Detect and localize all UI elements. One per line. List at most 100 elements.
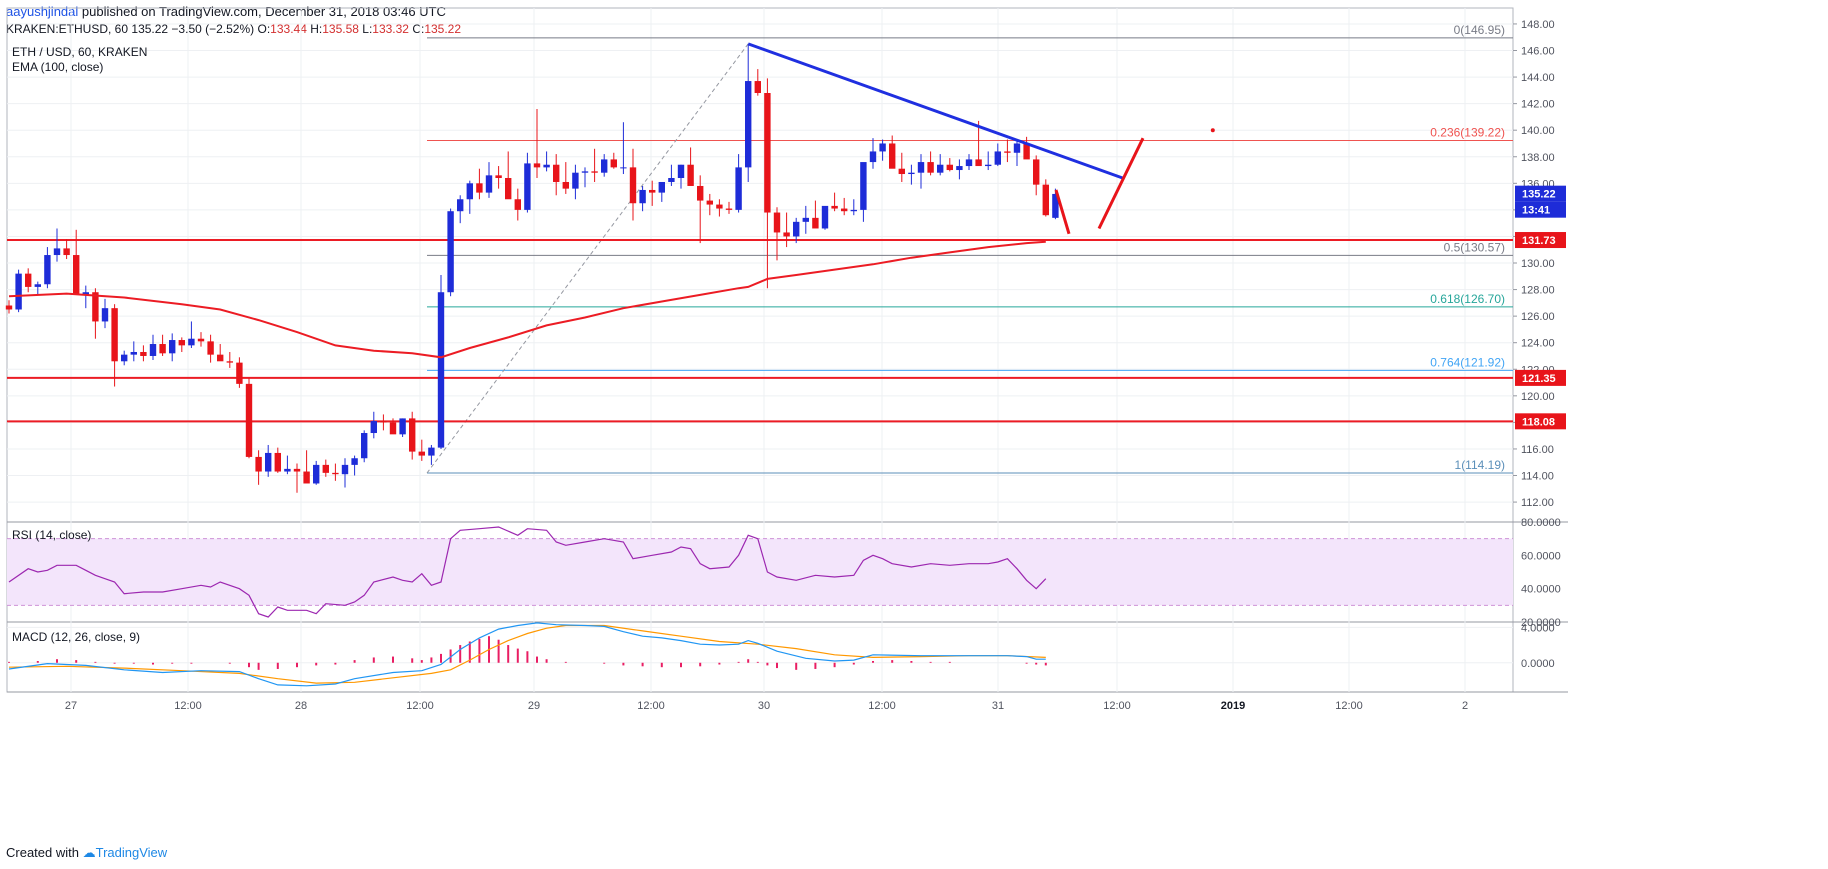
candle-down	[197, 338, 205, 342]
candle-up	[82, 292, 89, 295]
candle-up	[351, 458, 358, 465]
macd-title: MACD (12, 26, close, 9)	[12, 630, 140, 644]
candle-down	[697, 185, 704, 201]
y-tick-label: 144.00	[1521, 72, 1555, 84]
candle-down	[783, 232, 790, 237]
candle-down	[505, 178, 512, 200]
rsi-line	[8, 526, 1047, 618]
candle-down	[687, 164, 694, 186]
candle-down	[889, 143, 896, 169]
x-tick-label: 2019	[1221, 700, 1245, 712]
fib-level-label: 1(114.19)	[1455, 458, 1505, 472]
candle-up	[581, 171, 589, 173]
level-price-tag-bg	[1515, 413, 1566, 430]
tradingview-brand[interactable]: TradingView	[95, 845, 168, 860]
chart-title: ETH / USD, 60, KRAKEN	[12, 45, 147, 59]
y-tick-label: 120.00	[1521, 391, 1555, 403]
candle-down	[927, 162, 934, 173]
candle-up	[370, 421, 377, 434]
candle-down	[553, 164, 560, 182]
x-tick-label: 12:00	[174, 700, 202, 712]
candle-up	[466, 183, 473, 200]
candle-up	[265, 452, 272, 472]
open-label: O:	[257, 22, 271, 36]
level-price-tag: 121.35	[1522, 373, 1556, 385]
fib-level-label: 0.764(121.92)	[1430, 355, 1505, 369]
fib-level-label: 0.5(130.57)	[1444, 240, 1505, 254]
countdown-tag: 13:41	[1522, 205, 1550, 217]
candle-up	[399, 418, 406, 435]
close-value: 135.22	[424, 22, 462, 36]
candle-down	[812, 217, 819, 229]
symbol-line: KRAKEN:ETHUSD, 60	[6, 22, 129, 36]
low-value: 133.32	[372, 22, 409, 36]
candle-up	[437, 292, 445, 448]
candle-down	[841, 208, 848, 212]
tradingview-logo-icon: ☁	[82, 845, 96, 860]
candle-up	[937, 164, 944, 173]
rsi-tick-label: 60.0000	[1521, 550, 1561, 562]
price-tags: 135.22 13:41 131.73 121.35 118.08	[1515, 185, 1566, 430]
x-tick-label: 12:00	[1103, 700, 1131, 712]
fib-anchor-line	[426, 43, 749, 474]
projection-up-stroke	[1097, 137, 1145, 230]
candle-up	[860, 162, 867, 210]
rsi-tick-label: 40.0000	[1521, 584, 1561, 596]
candle-down	[562, 181, 569, 189]
candle-down	[773, 212, 781, 233]
candle-down	[255, 456, 262, 472]
candle-up	[994, 151, 1001, 165]
level-price-tag-bg	[1515, 369, 1566, 386]
y-tick-label: 146.00	[1521, 46, 1555, 58]
candles	[5, 43, 1059, 493]
candle-up	[793, 221, 800, 237]
candle-down	[178, 340, 185, 346]
countdown-tag-bg	[1515, 201, 1566, 218]
candle-up	[821, 205, 829, 229]
y-tick-label: 138.00	[1521, 152, 1555, 164]
candle-up	[572, 172, 579, 189]
macd-signal-line	[8, 624, 1046, 684]
candle-down	[293, 468, 301, 472]
candle-down	[245, 383, 253, 457]
footer: Created with ☁TradingView	[6, 845, 167, 861]
x-tick-label: 27	[65, 700, 77, 712]
candle-up	[34, 284, 41, 287]
high-label: H:	[310, 22, 323, 36]
candle-down	[898, 168, 905, 175]
candle-down	[754, 81, 761, 94]
rsi-title: RSI (14, close)	[12, 528, 91, 542]
candle-up	[130, 351, 137, 355]
candle-down	[63, 248, 70, 256]
candle-down	[322, 464, 329, 473]
candle-down	[946, 164, 953, 171]
candle-up	[620, 167, 627, 169]
candle-up	[869, 151, 877, 163]
change-value: 135.22 −3.50 (−2.52%)	[131, 22, 255, 36]
x-tick-label: 30	[758, 700, 770, 712]
y-tick-label: 130.00	[1521, 258, 1555, 270]
candle-down	[629, 167, 637, 204]
candle-down	[303, 471, 310, 484]
level-price-tag: 118.08	[1522, 416, 1555, 428]
candle-down	[111, 308, 118, 362]
candle-up	[447, 211, 454, 293]
x-tick-label: 31	[992, 700, 1004, 712]
candle-up	[53, 248, 61, 256]
candle-up	[1052, 193, 1059, 218]
candle-down	[1033, 159, 1040, 185]
close-label: C:	[412, 22, 425, 36]
candle-down	[514, 199, 521, 210]
candle-down	[226, 361, 233, 363]
y-tick-label: 140.00	[1521, 125, 1555, 137]
y-tick-label: 114.00	[1521, 471, 1554, 483]
created-with-label: Created with	[6, 845, 79, 860]
candle-up	[149, 344, 157, 356]
candle-down	[92, 292, 99, 322]
x-tick-label: 28	[295, 700, 307, 712]
candle-up	[1013, 143, 1021, 153]
candle-up	[658, 181, 665, 193]
candle-up	[985, 164, 992, 167]
ohlc-header: KRAKEN:ETHUSD, 60 135.22 −3.50 (−2.52%) …	[6, 22, 461, 36]
